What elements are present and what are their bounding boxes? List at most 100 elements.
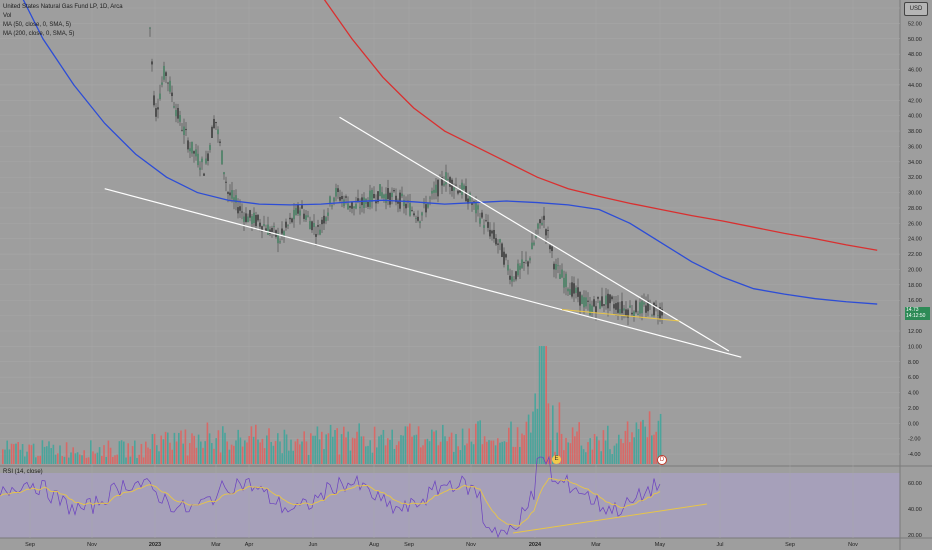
volume-bar [457,446,459,464]
price-tick-label: 8.00 [908,360,919,366]
candle-body [539,219,541,224]
legend-ma50[interactable]: MA (50, close, 0, SMA, 5) [3,22,72,28]
volume-bar [538,346,541,464]
volume-bar [371,452,374,464]
candle-body [413,213,415,216]
candle-body [389,192,391,205]
volume-bar [569,443,572,464]
candle-body [339,197,341,201]
volume-bar [85,457,88,464]
candle-body [227,192,229,194]
volume-bar [167,432,169,464]
volume-bar [415,434,418,464]
candle-body [401,193,403,197]
candle-body [409,203,411,216]
candle-body [231,190,233,199]
candle-body [171,92,173,97]
volume-bar [450,432,453,464]
currency-button[interactable]: USD [904,2,928,16]
price-tick-label: 4.00 [908,391,919,397]
rsi-legend[interactable]: RSI (14, close) [3,469,43,475]
candle-body [563,277,565,288]
volume-bar [277,433,279,464]
time-axis[interactable]: Sep Nov 2023 Mar Apr Jun Aug Sep Nov 2024 Mar May Ju… [25,542,858,548]
candle-body [177,107,179,119]
volume-bar [239,437,242,464]
rsi-tick-label: 20.00 [908,533,922,539]
candle-body [251,216,253,225]
legend-volume[interactable]: Vol [3,13,12,19]
price-tick-label: 52.00 [908,21,922,27]
candle-body [205,158,207,164]
candle-body [223,172,225,175]
candle-body [405,203,407,209]
volume-bar [131,446,134,464]
candle-body [639,302,641,314]
candle-body [533,242,535,245]
candle-body [313,223,315,228]
candle-body [593,299,595,307]
volume-bar [521,433,523,464]
volume-bar [545,346,547,464]
candle-body [161,82,163,85]
price-tick-label: -2.00 [908,437,921,443]
volume-bar [472,444,475,464]
volume-bar [15,443,17,464]
rsi-lines [0,455,708,539]
volume-bar [549,440,552,464]
candle-body [633,311,635,317]
candle-body [645,305,647,313]
volume-bar [560,433,563,464]
candle-body [233,197,235,201]
volume-bar [184,429,187,464]
candle-body [511,276,513,282]
volume-bar [281,453,283,464]
volume-bar [215,438,217,464]
candle-body [651,315,653,317]
volume-bar [290,439,292,464]
volume-bar [211,443,213,464]
candle-body [579,291,581,306]
time-tick-label: Sep [785,542,795,548]
candle-body [621,301,623,314]
trendline-upper [339,116,730,352]
time-tick-label: May [655,542,666,548]
volume-bar [114,455,116,464]
candle-body [337,188,339,192]
candle-body [179,115,181,122]
candle-body [531,242,533,250]
rsi-trendline [512,503,708,534]
moving-averages [22,0,878,305]
candle-body [619,309,621,314]
time-tick-label: Nov [848,542,858,548]
volume-bar [74,453,77,464]
candle-body [411,210,413,211]
earnings-badge[interactable]: E [552,455,561,464]
time-tick-label: Mar [211,542,221,548]
candle-body [415,218,417,219]
candle-body [541,222,543,225]
volume-bar [266,435,268,464]
candle-body [353,206,355,209]
candle-body [537,223,539,229]
candle-body [527,261,529,267]
volume-bar [127,443,129,464]
volume-bar [464,445,466,464]
volume-bar [230,444,233,464]
volume-bar [444,436,446,464]
symbol-title[interactable]: United States Natural Gas Fund LP, 1D, A… [3,4,123,10]
volume-bar [349,450,352,464]
volume-bar [169,442,171,464]
trendlines[interactable] [104,116,742,358]
candle-body [611,296,613,300]
volume-bar [193,435,195,464]
volume-bar [120,440,123,464]
volume-bar [233,445,235,464]
candle-body [239,206,241,211]
candle-body [201,158,203,163]
dividend-badge[interactable]: D [657,455,667,465]
volume-bar [483,436,486,464]
legend-ma200[interactable]: MA (200, close, 0, SMA, 5) [3,31,75,37]
candle-body [625,309,627,316]
